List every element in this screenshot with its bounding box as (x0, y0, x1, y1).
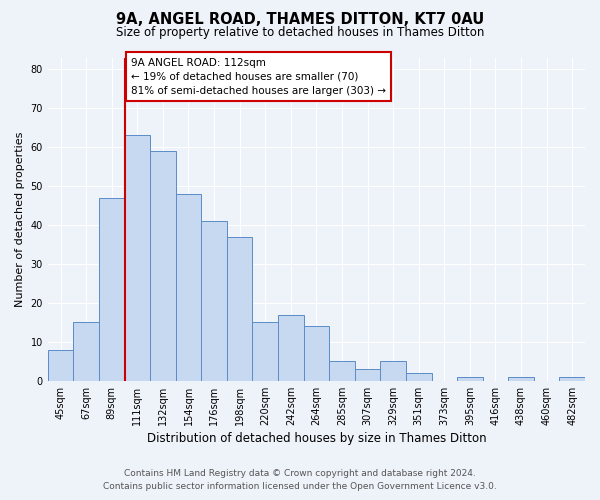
Bar (201, 221, 227, 381)
Text: 9A, ANGEL ROAD, THAMES DITTON, KT7 0AU: 9A, ANGEL ROAD, THAMES DITTON, KT7 0AU (116, 12, 484, 28)
Bar (99, 198, 125, 381)
Text: Size of property relative to detached houses in Thames Ditton: Size of property relative to detached ho… (116, 26, 484, 39)
Bar (176, 194, 201, 381)
Bar (355, 369, 380, 381)
Bar (253, 322, 278, 381)
Text: Contains HM Land Registry data © Crown copyright and database right 2024.
Contai: Contains HM Land Registry data © Crown c… (103, 469, 497, 491)
Y-axis label: Number of detached properties: Number of detached properties (15, 132, 25, 307)
Bar (227, 236, 253, 381)
Bar (559, 377, 585, 381)
Bar (457, 377, 482, 381)
Bar (278, 314, 304, 381)
Bar (406, 373, 431, 381)
Bar (150, 151, 176, 381)
Bar (48, 350, 73, 381)
Bar (73, 322, 99, 381)
Bar (508, 377, 534, 381)
Bar (329, 362, 355, 381)
Bar (304, 326, 329, 381)
Bar (125, 136, 150, 381)
Text: 9A ANGEL ROAD: 112sqm
← 19% of detached houses are smaller (70)
81% of semi-deta: 9A ANGEL ROAD: 112sqm ← 19% of detached … (131, 58, 386, 96)
X-axis label: Distribution of detached houses by size in Thames Ditton: Distribution of detached houses by size … (146, 432, 486, 445)
Bar (380, 362, 406, 381)
